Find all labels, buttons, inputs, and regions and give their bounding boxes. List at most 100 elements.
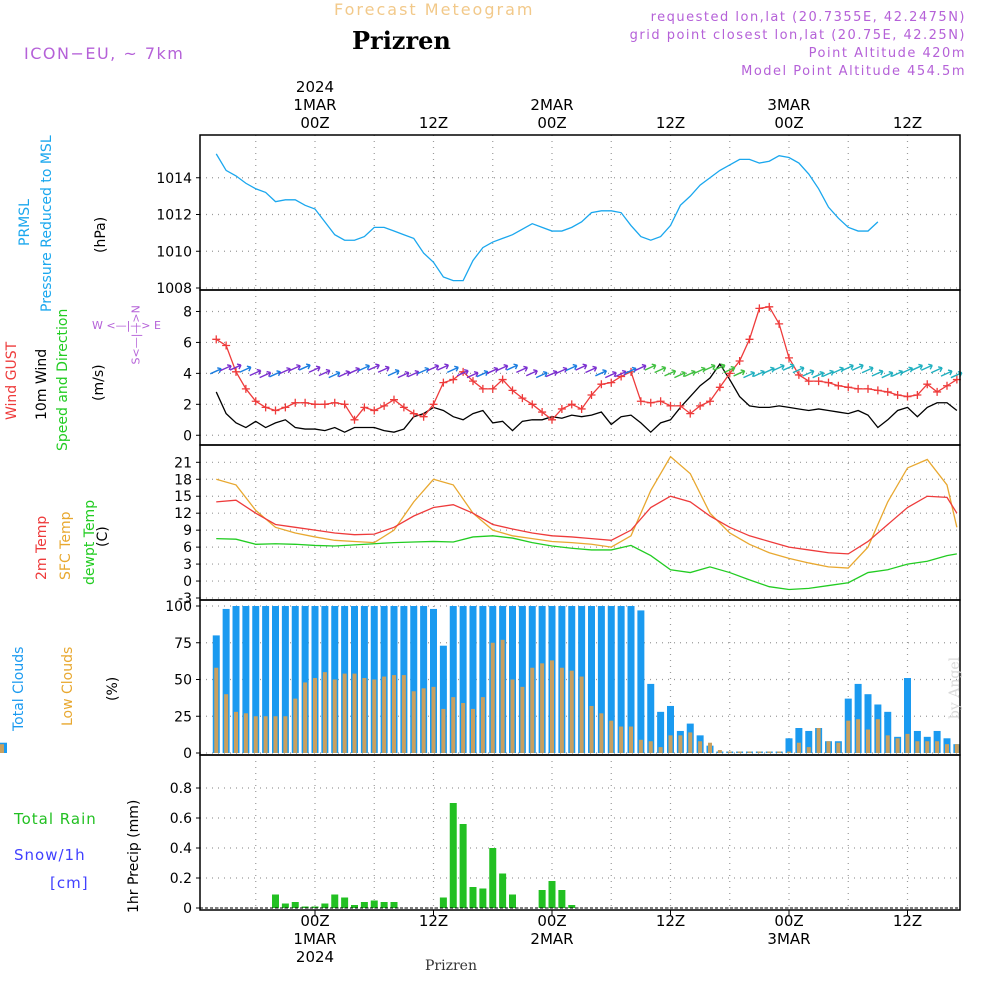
- time-label: 00Z: [774, 114, 803, 132]
- sfc-temp-line: [216, 455, 958, 569]
- low-cloud-bar: [550, 660, 554, 753]
- gust-marker: [814, 377, 823, 386]
- low-cloud-bar: [500, 639, 505, 753]
- data-series: [0, 154, 963, 909]
- gust-marker: [646, 398, 655, 407]
- low-cloud-bar: [234, 711, 238, 753]
- total-cloud-bar: [242, 606, 250, 753]
- gust-marker: [923, 380, 932, 389]
- wind-arrow: [456, 369, 469, 377]
- rain-bar: [341, 897, 349, 908]
- point-altitude: Point Altitude 420m: [808, 46, 966, 61]
- gust-marker: [557, 404, 566, 413]
- wind-arrow: [407, 370, 420, 378]
- panel-frame: [199, 134, 961, 291]
- low-cloud-bar: [520, 686, 525, 753]
- wind-arrow: [911, 363, 924, 372]
- time-label: 3MAR: [767, 930, 810, 948]
- time-label: 12Z: [656, 114, 685, 132]
- low-cloud-bar: [796, 742, 801, 753]
- wind-arrow: [269, 370, 282, 378]
- low-cloud-bar: [332, 679, 337, 753]
- total-cloud-bar: [469, 606, 477, 753]
- gust-marker: [429, 400, 438, 409]
- total-cloud-bar: [420, 606, 428, 753]
- wind-arrow: [535, 370, 548, 379]
- wind-arrow: [832, 366, 845, 374]
- wind-arrow: [417, 366, 430, 375]
- ytick-label: 4: [183, 366, 192, 382]
- gust-marker: [903, 392, 912, 401]
- low-cloud-bar: [767, 751, 772, 753]
- gust-marker: [508, 386, 517, 395]
- total-cloud-bar: [291, 606, 299, 753]
- total-cloud-bar: [805, 730, 813, 753]
- gust-marker: [735, 356, 744, 365]
- gust-marker: [873, 386, 882, 395]
- gust-marker: [222, 341, 231, 350]
- gust-marker: [686, 409, 695, 418]
- gust-marker: [478, 384, 487, 393]
- low-cloud-bar: [362, 678, 367, 753]
- low-cloud-bar: [0, 744, 4, 753]
- low-cloud-bar: [866, 729, 870, 753]
- wind-arrow: [940, 369, 953, 377]
- low-cloud-bar: [915, 741, 920, 753]
- gust-marker: [567, 400, 576, 409]
- gust-marker: [883, 387, 892, 396]
- low-cloud-bar: [303, 682, 308, 753]
- total-cloud-bar: [588, 606, 595, 753]
- rain-bar: [321, 903, 329, 908]
- total-cloud-bar: [281, 606, 289, 753]
- wind-arrow: [604, 370, 617, 379]
- gust-marker: [636, 397, 645, 406]
- low-cloud-bar: [510, 679, 515, 753]
- t2m-label: 2m Temp: [34, 515, 50, 580]
- wind-arrow: [506, 363, 519, 371]
- low-cloud-bar: [441, 708, 446, 753]
- ytick-label: 0: [183, 428, 192, 444]
- wind-arrow: [693, 366, 706, 375]
- low-cloud-bar: [619, 726, 624, 753]
- low-cloud-bar: [708, 742, 712, 753]
- wind-arrow: [288, 364, 301, 372]
- gust-marker: [587, 391, 596, 400]
- rain-bar: [281, 903, 289, 908]
- gust-marker: [706, 397, 714, 406]
- low-cloud-bar: [421, 688, 426, 753]
- low-cloud-bar: [935, 741, 940, 753]
- ytick-label: 3: [183, 557, 192, 573]
- rain-bar: [311, 906, 319, 908]
- time-label: 00Z: [537, 114, 566, 132]
- gust-marker: [518, 394, 527, 403]
- gust-marker: [804, 377, 813, 386]
- total-cloud-bar: [459, 606, 467, 753]
- gust-marker: [360, 403, 369, 412]
- low-cloud-bar: [747, 751, 752, 753]
- wind-arrow: [545, 369, 558, 378]
- rain-bar: [439, 897, 447, 908]
- gust-marker: [913, 391, 922, 400]
- wind-arrow: [555, 366, 568, 375]
- wind-arrow: [802, 369, 815, 377]
- total-cloud-bar: [518, 606, 526, 753]
- total-cloud-bar: [222, 608, 230, 753]
- gust-marker: [933, 387, 942, 396]
- grid-lines: [200, 135, 960, 910]
- total-cloud-bar: [884, 711, 892, 753]
- total-cloud-bar: [904, 678, 911, 753]
- rain-bar: [548, 881, 556, 908]
- time-label: 00Z: [537, 912, 566, 930]
- gust-marker: [676, 401, 685, 410]
- low-cloud-bar: [717, 750, 722, 753]
- low-cloud-bar: [243, 713, 248, 753]
- wind-arrow: [585, 365, 598, 374]
- wind-arrow: [595, 369, 608, 377]
- gust-marker: [439, 378, 448, 387]
- prmsl-label: PRMSL: [17, 199, 33, 246]
- time-label: 2024: [296, 948, 334, 966]
- wind-arrow: [298, 363, 311, 371]
- total-cloud-bar: [864, 694, 872, 753]
- low-cloud-bar: [263, 716, 268, 753]
- wind-arrow: [743, 370, 756, 379]
